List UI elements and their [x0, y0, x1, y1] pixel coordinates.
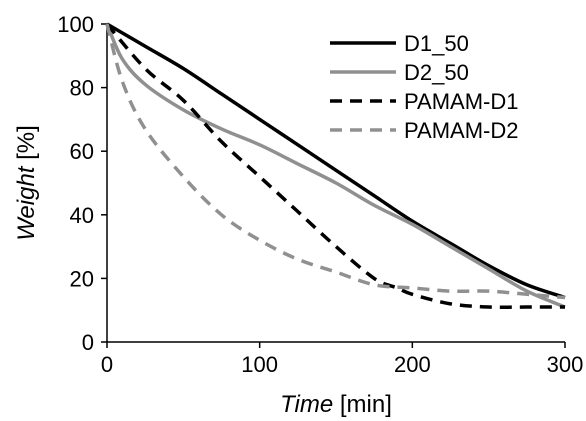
x-tick-label: 300 [547, 352, 584, 377]
series-line-d1-50 [106, 22, 566, 300]
legend-label-d2-50: D2_50 [404, 60, 469, 85]
ticks: 0 100 200 300 0 20 40 60 80 100 [57, 12, 583, 377]
y-tick-label: 0 [82, 330, 94, 355]
legend-label-d1-50: D1_50 [404, 31, 469, 56]
legend-label-pamam-d2: PAMAM-D2 [404, 118, 519, 143]
x-tick-label: 100 [241, 352, 278, 377]
legend-label-pamam-d1: PAMAM-D1 [404, 89, 519, 114]
series-line-d2-50 [105, 23, 566, 309]
series-line-pamam-d2 [105, 23, 566, 300]
y-tick-label: 20 [70, 266, 94, 291]
y-axis-label: Weight [%] [13, 125, 40, 241]
legend: D1_50 D2_50 PAMAM-D1 PAMAM-D2 [330, 31, 519, 143]
x-tick-label: 200 [394, 352, 431, 377]
x-tick-label: 0 [101, 352, 113, 377]
series-line-pamam-d1 [105, 22, 565, 310]
y-tick-label: 60 [70, 139, 94, 164]
y-tick-label: 100 [57, 12, 94, 37]
series-layer [105, 22, 566, 310]
y-tick-label: 80 [70, 76, 94, 101]
x-axis-label: Time [min] [280, 391, 392, 418]
y-tick-label: 40 [70, 203, 94, 228]
axes [106, 24, 565, 343]
